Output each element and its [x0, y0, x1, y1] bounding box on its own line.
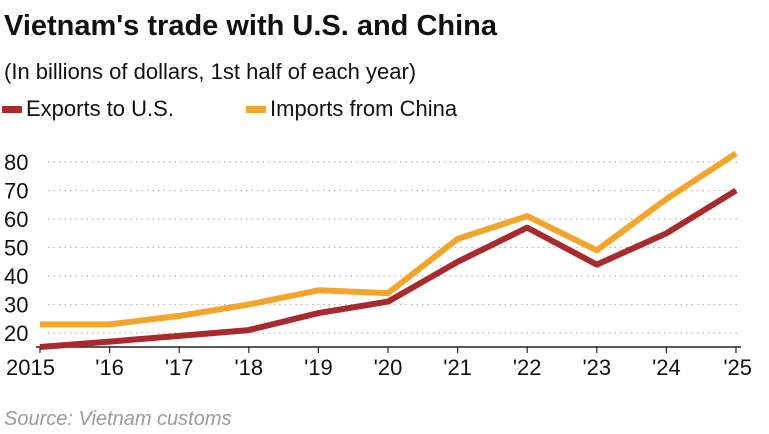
chart-subtitle: (In billions of dollars, 1st half of eac…	[4, 59, 417, 84]
legend-item-exports: Exports to U.S.	[2, 96, 174, 122]
x-tick-label-9: '24	[652, 355, 681, 380]
y-tick-label-20: 20	[4, 321, 28, 346]
x-tick-label-6: '21	[443, 355, 472, 380]
legend-swatch-imports	[246, 105, 266, 113]
y-tick-label-30: 30	[4, 293, 28, 318]
y-tick-label-60: 60	[4, 207, 28, 232]
x-tick-label-1: '16	[95, 355, 124, 380]
legend-label-exports: Exports to U.S.	[26, 96, 174, 121]
x-tick-label-7: '22	[513, 355, 542, 380]
x-tick-label-2: '17	[165, 355, 194, 380]
y-tick-label-80: 80	[4, 150, 28, 175]
legend-item-imports: Imports from China	[246, 96, 457, 122]
chart-title: Vietnam's trade with U.S. and China	[4, 10, 498, 42]
x-tick-label-0: 2015	[6, 355, 55, 380]
x-tick-label-4: '19	[304, 355, 333, 380]
series-line-imports-from-china	[40, 150, 738, 328]
y-tick-label-40: 40	[4, 264, 28, 289]
x-tick-label-10: '25	[723, 355, 752, 380]
x-tick-label-8: '23	[582, 355, 611, 380]
x-tick-label-3: '18	[234, 355, 263, 380]
y-tick-label-50: 50	[4, 236, 28, 261]
x-tick-label-5: '20	[374, 355, 403, 380]
source-note: Source: Vietnam customs	[4, 408, 232, 430]
series-line-exports-to-us	[39, 187, 738, 350]
legend-label-imports: Imports from China	[270, 96, 458, 121]
legend-swatch-exports	[2, 105, 22, 113]
y-tick-label-70: 70	[4, 179, 28, 204]
legend: Exports to U.S. Imports from China	[0, 96, 769, 122]
